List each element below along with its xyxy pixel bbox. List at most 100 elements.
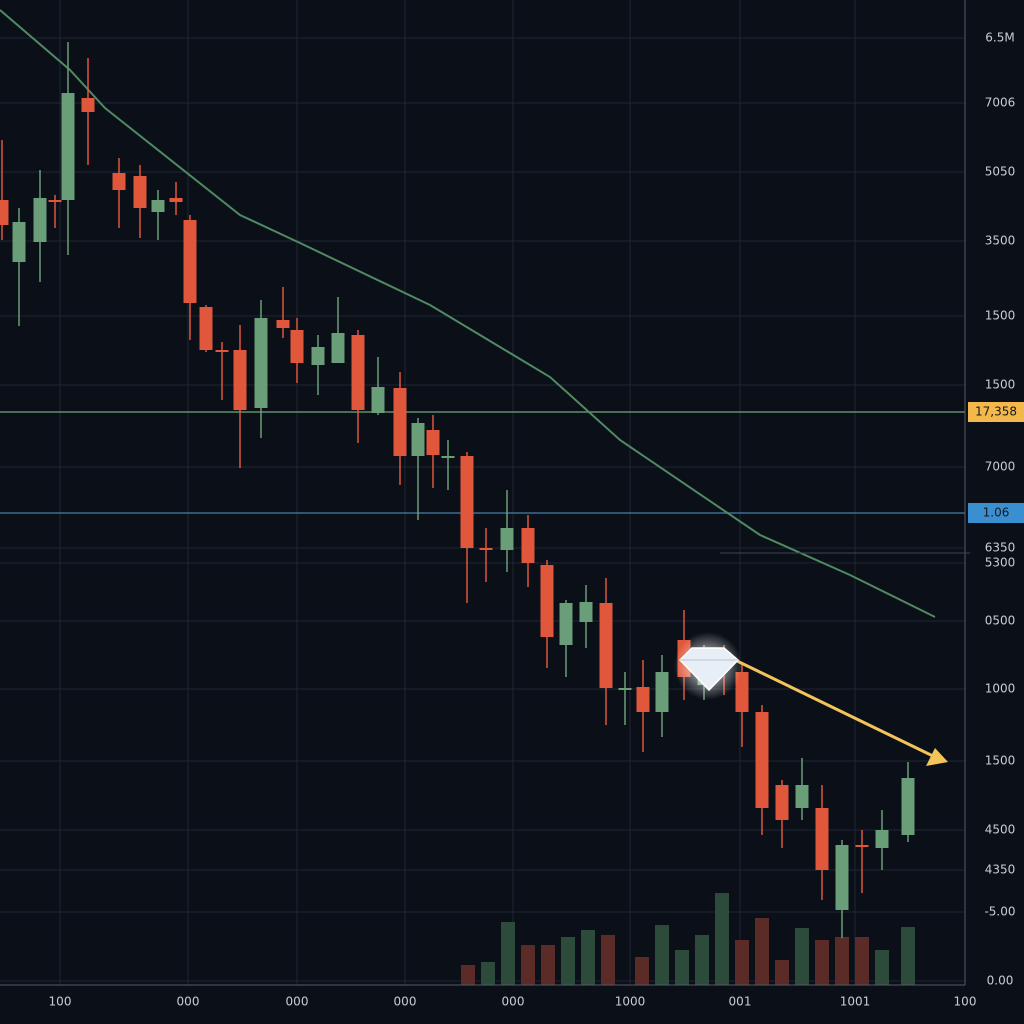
candle-body [579,602,593,622]
candle-body [500,528,514,550]
candle-body [775,785,789,820]
volume-bar [755,918,769,985]
candle-body [0,200,9,225]
candle-body [183,220,197,303]
candle-body [599,603,613,688]
candle-body [48,200,62,202]
volume-bar [561,937,575,985]
volume-bar [521,945,535,985]
price-badge-label: 17,358 [975,405,1017,419]
moving-average [0,9,936,618]
candle-body [901,778,915,835]
x-tick-label: 1001 [840,995,871,1009]
y-tick-label: 0500 [985,614,1016,628]
volume-bar [655,925,669,985]
candle-body [133,176,147,208]
price-badge-label: 1.06 [983,506,1010,520]
candle-body [371,387,385,413]
candle-body [411,423,425,456]
volume-bar [601,935,615,985]
y-tick-label: 3500 [985,234,1016,248]
candle-body [393,388,407,456]
y-tick-label: 4500 [985,823,1016,837]
y-tick-label: -5.00 [984,905,1015,919]
candle-body [795,785,809,808]
candle-body [199,307,213,350]
volume-bar [835,937,849,985]
x-tick-label: 100 [954,995,977,1009]
candle-body [290,330,304,363]
grid [0,0,966,985]
x-tick-label: 000 [177,995,200,1009]
candle-body [311,347,325,365]
candle-body [618,688,632,690]
candle-body [112,173,126,190]
diamond-icon [674,632,742,700]
price-badge [968,503,1024,523]
candle-body [351,335,365,410]
volume-bar [541,945,555,985]
volume-bar [855,937,869,985]
candle-body [835,845,849,910]
candle-body [151,200,165,212]
candle-body [33,198,47,242]
candle-body [12,222,26,262]
y-tick-label: 0.00 [987,974,1014,988]
candle-body [479,548,493,550]
y-tick-label: 7000 [985,460,1016,474]
x-tick-label: 000 [394,995,417,1009]
trend-arrow [734,658,948,766]
candle-body [61,93,75,200]
y-tick-label: 1500 [985,309,1016,323]
candle-body [540,565,554,637]
candle-body [655,672,669,712]
volume-bar [675,950,689,985]
candle-body [521,528,535,563]
candle-body [441,456,455,458]
volume-bar [795,928,809,985]
volume-bar [695,935,709,985]
x-tick-label: 1000 [615,995,646,1009]
candle-body [331,333,345,363]
y-tick-label: 5050 [985,165,1016,179]
y-tick-label: 4350 [985,863,1016,877]
candle-body [426,430,440,455]
candle-body [735,672,749,712]
candle-body [755,712,769,808]
y-tick-label: 1500 [985,754,1016,768]
x-tick-label: 000 [286,995,309,1009]
candle-body [559,603,573,645]
volume-bar [501,922,515,985]
candle-body [636,687,650,712]
x-tick-label: 001 [729,995,752,1009]
volume-bar [901,927,915,985]
y-tick-label: 1500 [985,378,1016,392]
candle-body [215,350,229,352]
y-tick-label: 7006 [985,96,1016,110]
candle-body [276,320,290,328]
candle-body [254,318,268,408]
volume-bar [715,893,729,985]
candle-body [815,808,829,870]
volume-bar [815,940,829,985]
candle-body [233,350,247,410]
plot [0,9,965,985]
price-badge [968,402,1024,422]
x-tick-label: 000 [502,995,525,1009]
x-tick-label: 100 [49,995,72,1009]
candle-body [460,456,474,548]
y-tick-label: 6.5M [985,31,1014,45]
volume-bar [461,965,475,985]
volume-bar [481,962,495,985]
y-tick-label: 6350 [985,541,1016,555]
volume-bar [735,940,749,985]
candle-body [875,830,889,848]
volume-bar [635,957,649,985]
candle-body [169,198,183,202]
candle-body [81,98,95,112]
volume-bar [581,930,595,985]
y-tick-label: 1000 [985,682,1016,696]
